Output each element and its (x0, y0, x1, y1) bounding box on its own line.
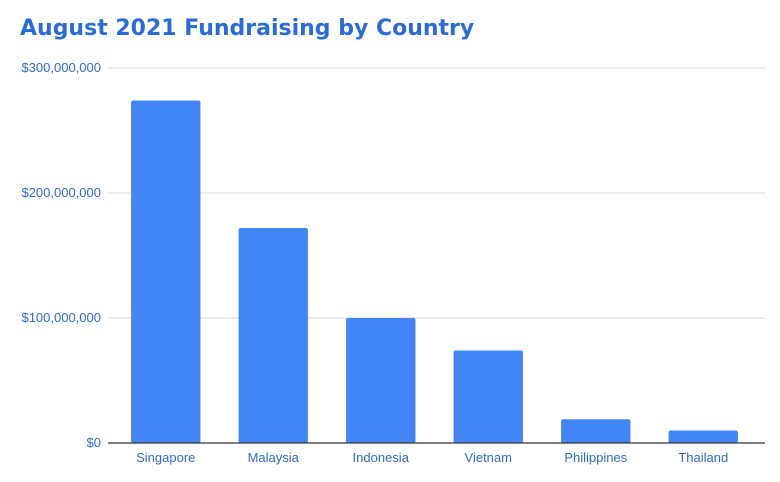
x-tick-label: Singapore (136, 450, 195, 465)
y-tick-label: $200,000,000 (21, 185, 101, 200)
bar (453, 350, 523, 443)
bar (346, 318, 416, 443)
y-tick-label: $100,000,000 (21, 310, 101, 325)
bar (668, 430, 738, 443)
y-tick-label: $300,000,000 (21, 60, 101, 75)
y-tick-label: $0 (87, 435, 101, 450)
x-tick-label: Thailand (678, 450, 728, 465)
bar (238, 228, 308, 443)
chart-title: August 2021 Fundraising by Country (20, 16, 475, 41)
x-tick-label: Philippines (564, 450, 627, 465)
x-tick-label: Vietnam (465, 450, 512, 465)
x-tick-label: Malaysia (248, 450, 300, 465)
x-tick-label: Indonesia (353, 450, 410, 465)
bar (131, 100, 201, 443)
bar (561, 419, 631, 443)
